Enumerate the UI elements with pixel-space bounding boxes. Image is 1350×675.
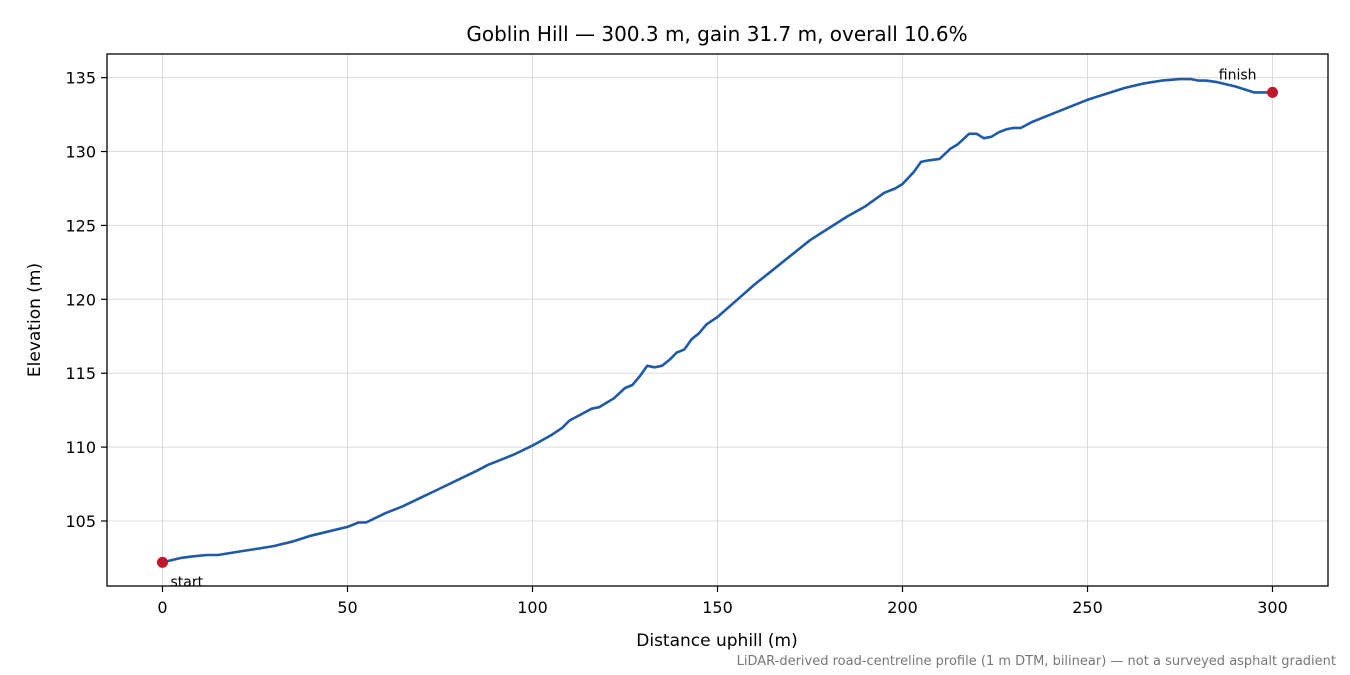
x-tick-label: 0 [157,598,167,617]
x-axis-ticks: 0 50 100 150 200 250 300 [157,586,1288,617]
y-tick-label: 110 [65,438,96,457]
y-axis-ticks: 105 110 115 120 125 130 135 [65,69,107,531]
start-marker [157,556,168,568]
grid-layer [107,54,1328,586]
x-tick-label: 300 [1257,598,1288,617]
y-tick-label: 120 [65,290,96,309]
y-tick-label: 105 [65,512,96,531]
x-tick-label: 100 [517,598,548,617]
y-axis-label: Elevation (m) [25,263,45,377]
y-tick-label: 115 [65,364,96,383]
chart-footnote: LiDAR-derived road-centreline profile (1… [737,654,1336,669]
x-tick-label: 150 [702,598,733,617]
x-tick-label: 250 [1072,598,1103,617]
y-tick-label: 130 [65,143,96,162]
marker-layer: start finish [157,67,1278,590]
finish-label: finish [1219,67,1257,83]
elevation-line [161,77,1274,564]
finish-marker [1267,86,1278,98]
x-axis-label: Distance uphill (m) [636,631,797,651]
series-layer [161,77,1274,564]
y-tick-label: 125 [65,216,96,235]
x-tick-label: 200 [887,598,918,617]
start-label: start [171,574,204,590]
x-tick-label: 50 [337,598,357,617]
chart-title: Goblin Hill — 300.3 m, gain 31.7 m, over… [466,22,967,46]
y-tick-label: 135 [65,69,96,88]
